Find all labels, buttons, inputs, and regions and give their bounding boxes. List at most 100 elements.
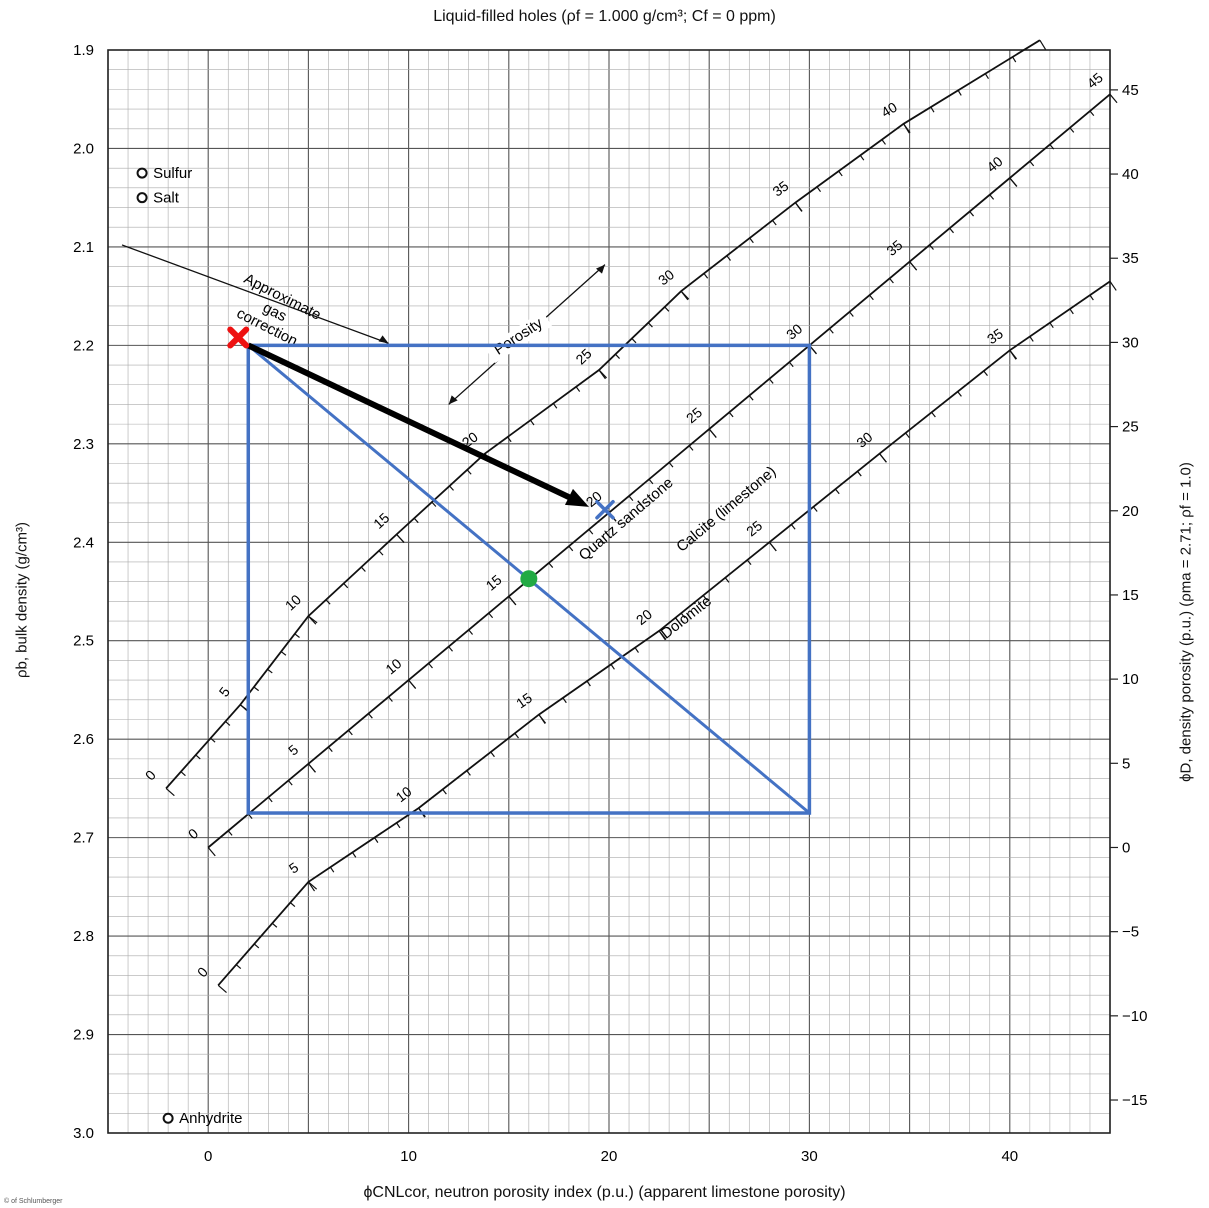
porosity-tick (680, 612, 686, 619)
porosity-tick (348, 729, 353, 736)
porosity-tick (253, 686, 260, 692)
porosity-tick (588, 529, 594, 535)
porosity-tick (648, 478, 654, 485)
porosity-label: 40 (983, 153, 1005, 175)
porosity-label: 15 (370, 509, 392, 531)
porosity-tick (562, 697, 567, 704)
porosity-tick (408, 679, 417, 689)
porosity-tick (307, 763, 316, 773)
overlay-arrow (246, 342, 583, 506)
porosity-label: 35 (984, 325, 1006, 347)
porosity-tick (746, 559, 752, 566)
mineral-label: Salt (153, 190, 180, 207)
y2-tick-label: 15 (1122, 587, 1139, 604)
porosity-tick (207, 847, 216, 857)
porosity-tick (210, 737, 216, 743)
porosity-tick (289, 902, 296, 908)
y2-tick-label: 45 (1122, 82, 1139, 99)
porosity-tick (905, 432, 910, 439)
green-point-marker (520, 570, 538, 588)
y2-tick-label: 35 (1122, 250, 1139, 267)
porosity-label: 10 (392, 783, 414, 805)
porosity-tick (838, 170, 843, 177)
porosity-tick (552, 403, 558, 409)
overlay-arrowhead (564, 488, 589, 507)
porosity-tick (647, 322, 653, 328)
porosity-tick (488, 612, 494, 619)
porosity-tick (225, 721, 231, 726)
gas-correction-arrowhead (378, 335, 389, 344)
porosity-tick (195, 754, 201, 760)
porosity-tick (598, 369, 608, 379)
porosity-arrowhead (448, 395, 458, 405)
porosity-label: 30 (655, 266, 677, 288)
porosity-tick (680, 290, 689, 301)
y-tick-label: 1.9 (73, 42, 94, 59)
porosity-tick (165, 787, 175, 797)
y-tick-label: 2.0 (73, 140, 94, 157)
lithology-label: Dolomite (658, 592, 715, 642)
porosity-tick (969, 211, 975, 217)
y2-tick-label: 30 (1122, 334, 1139, 351)
y2-tick-label: 25 (1122, 419, 1139, 436)
porosity-label: 25 (683, 404, 705, 426)
porosity-tick (983, 370, 988, 377)
porosity-tick (1049, 322, 1054, 329)
gas-correction-arrow (121, 244, 389, 345)
porosity-tick (413, 517, 419, 524)
overlay-rectangle (246, 343, 812, 815)
porosity-tick (930, 106, 935, 113)
porosity-tick (664, 306, 670, 312)
porosity-tick (449, 485, 454, 491)
porosity-tick (1049, 144, 1055, 150)
lithology-label: Quartz sandstone (576, 474, 677, 564)
y-tick-label: 2.6 (73, 731, 94, 748)
x-tick-label: 30 (801, 1148, 818, 1165)
porosity-tick (1089, 294, 1094, 301)
porosity-tick (929, 244, 934, 250)
porosity-tick (949, 227, 954, 234)
porosity-label: 30 (853, 429, 875, 451)
porosity-tick (879, 453, 887, 463)
porosity-tick (466, 770, 471, 776)
porosity-tick (227, 830, 233, 836)
porosity-tick (857, 471, 862, 477)
porosity-label: 30 (783, 320, 805, 342)
porosity-tick (724, 577, 730, 583)
porosity-tick (931, 411, 936, 418)
porosity-label: 25 (743, 517, 765, 539)
y2-tick-label: 0 (1122, 839, 1130, 856)
porosity-tick (816, 186, 822, 193)
y2-tick-label: 20 (1122, 503, 1139, 520)
porosity-tick (235, 964, 242, 970)
porosity-tick (849, 311, 854, 317)
porosity-tick (1069, 127, 1075, 133)
porosity-tick (903, 123, 910, 134)
porosity-tick (368, 713, 373, 719)
porosity-tick (388, 696, 393, 702)
porosity-tick (448, 646, 453, 652)
porosity-tick (703, 273, 709, 279)
y-tick-label: 2.8 (73, 928, 94, 945)
porosity-tick (869, 294, 874, 301)
porosity-tick (1089, 110, 1095, 117)
mineral-label: Anhydrite (179, 1110, 242, 1127)
porosity-tick (889, 278, 894, 284)
porosity-tick (442, 789, 447, 795)
porosity-tick (548, 562, 554, 568)
porosity-tick (1069, 308, 1074, 315)
mineral-marker (162, 1112, 174, 1124)
y2-tick-label: 40 (1122, 166, 1139, 183)
porosity-tick (280, 651, 287, 656)
porosity-tick (1012, 56, 1017, 63)
porosity-tick (628, 495, 634, 501)
porosity-tick (508, 596, 517, 606)
y-tick-label: 2.9 (73, 1027, 94, 1044)
porosity-tick (1029, 160, 1035, 167)
porosity-tick (490, 751, 495, 758)
porosity-label: 0 (185, 825, 201, 842)
porosity-tick (1009, 177, 1018, 187)
porosity-tick (529, 419, 535, 426)
porosity-tick (575, 386, 581, 392)
